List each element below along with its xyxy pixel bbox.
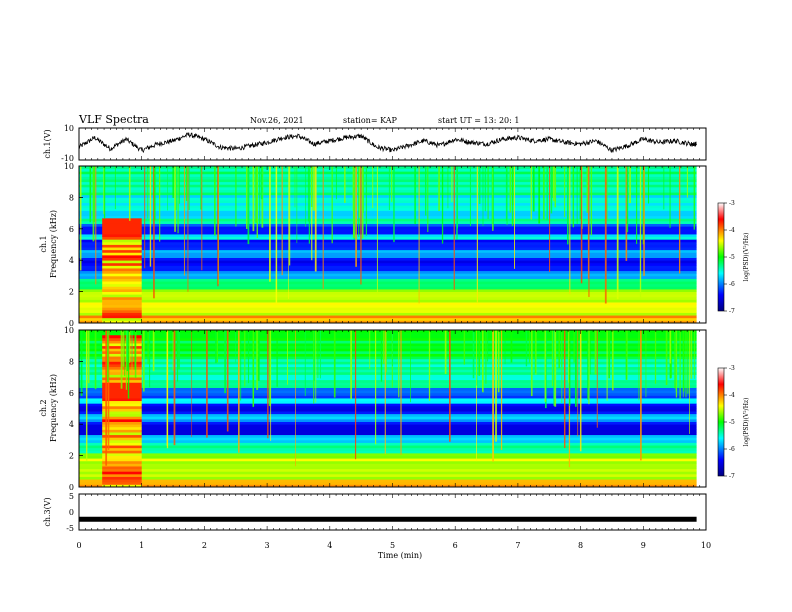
figure-title: VLF Spectra [78, 113, 149, 126]
ch3-ytick-top: 5 [69, 492, 74, 501]
spec-ytick-label: 2 [69, 288, 74, 297]
ch1-voltage-panel: ch.1(V) 10 -10 [43, 124, 707, 163]
spec-ytick-label: 8 [69, 193, 74, 202]
ch1-colorbar-label: log(PSD)(V²/Hz) [743, 233, 750, 282]
spec-ytick-label: 0 [69, 319, 74, 328]
ch1-spec-ylabel-line1: ch.1 [39, 235, 48, 252]
time-tick-label: 7 [515, 541, 520, 550]
time-tick-label: 10 [701, 541, 711, 550]
colorbar-tick-label: -6 [729, 446, 735, 453]
ch1-voltage-line [78, 132, 697, 154]
ch1-ytick-bottom: -10 [61, 154, 74, 163]
ch2-spectrogram-image [79, 330, 697, 488]
spec-ytick-label: 8 [69, 357, 74, 366]
time-tick-label: 1 [139, 541, 144, 550]
time-axis-title: Time (min) [378, 551, 422, 560]
colorbar-tick-label: -4 [729, 392, 735, 399]
ch1-spectrogram-panel: ch.1 Frequency (kHz) 0 2 4 6 8 10 [39, 162, 707, 328]
time-tick-label: 8 [578, 541, 583, 550]
time-tick-label: 5 [390, 541, 395, 550]
ch2-spectrogram-panel: ch.2 Frequency (kHz) 0 2 4 6 8 10 [39, 326, 707, 492]
ch1-ytick-top: 10 [64, 124, 74, 133]
ch2-spec-ylabel-line2: Frequency (kHz) [49, 374, 58, 442]
time-tick-label: 4 [327, 541, 332, 550]
station-label: station= KAP [343, 116, 398, 125]
spec-ytick-label: 6 [69, 225, 74, 234]
time-tick-label: 3 [265, 541, 270, 550]
time-tick-label: 2 [202, 541, 207, 550]
ch1-spec-ylabel-line2: Frequency (kHz) [49, 210, 58, 278]
colorbar-tick-label: -3 [729, 200, 735, 207]
time-tick-label: 6 [453, 541, 458, 550]
time-tick-label: 0 [76, 541, 81, 550]
spec-ytick-label: 10 [64, 326, 74, 335]
ch2-colorbar-label: log(PSD)(V²/Hz) [743, 398, 750, 447]
spec-ytick-label: 2 [69, 452, 74, 461]
colorbar-tick-label: -3 [729, 365, 735, 372]
spec-ytick-label: 6 [69, 389, 74, 398]
ch1-colorbar: -3 -4 -5 -6 -7 log(PSD)(V²/Hz) [717, 200, 750, 315]
ch3-ytick-mid: 0 [69, 508, 74, 517]
date-label: Nov.26, 2021 [250, 116, 304, 125]
colorbar-tick-label: -4 [729, 227, 735, 234]
spec-ytick-label: 0 [69, 483, 74, 492]
spec-ytick-label: 4 [69, 420, 74, 429]
start-time-label: start UT = 13: 20: 1 [438, 116, 519, 125]
ch3-voltage-panel: ch.3(V) 5 0 -5 [43, 492, 707, 533]
time-axis-labels: 0 1 2 3 4 5 6 7 8 9 10 [76, 541, 711, 550]
time-tick-label: 9 [641, 541, 646, 550]
colorbar-tick-label: -5 [729, 419, 735, 426]
colorbar-tick-label: -5 [729, 254, 735, 261]
ch3-ytick-bottom: -5 [66, 524, 74, 533]
colorbar-tick-label: -7 [729, 473, 735, 480]
ch2-spec-ylabel-line1: ch.2 [39, 399, 48, 416]
ch1-spectrogram-image [79, 166, 697, 324]
colorbar-tick-label: -6 [729, 281, 735, 288]
colorbar-tick-label: -7 [729, 308, 735, 315]
ch2-colorbar: -3 -4 -5 -6 -7 log(PSD)(V²/Hz) [717, 365, 750, 480]
ch1-ylabel: ch.1(V) [43, 129, 52, 158]
spec-ytick-label: 10 [64, 162, 74, 171]
time-axis-ticks [78, 128, 707, 530]
ch1-spec-yticks: 0 2 4 6 8 10 [64, 162, 83, 328]
ch2-spec-yticks: 0 2 4 6 8 10 [64, 326, 83, 492]
spec-ytick-label: 4 [69, 256, 74, 265]
ch3-ylabel: ch.3(V) [43, 497, 52, 526]
